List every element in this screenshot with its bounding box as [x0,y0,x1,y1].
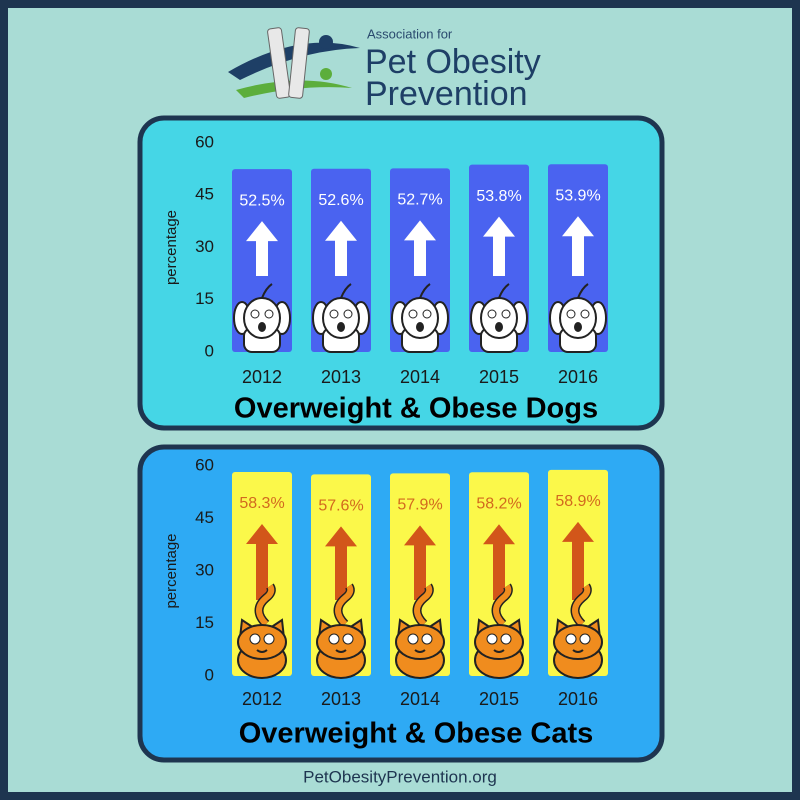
eye [422,309,432,319]
logo-title: Prevention [365,75,528,113]
logo-subtitle: Association for [367,26,453,41]
y-tick-label: 60 [195,455,214,474]
eye [407,633,419,645]
logo [228,27,360,99]
value-label: 53.9% [555,187,600,204]
arrow [404,525,436,600]
arrow [246,221,278,276]
value-label: 57.9% [397,497,442,514]
eye [421,633,433,645]
cat-tail [493,584,512,627]
y-tick-label: 45 [195,508,214,527]
y-tick-label: 0 [205,665,214,684]
mouth [495,322,503,332]
eye [342,633,354,645]
eye [264,309,274,319]
arrow [404,220,436,276]
x-tick-label: 2014 [400,689,440,709]
eye [408,309,418,319]
value-label: 58.2% [476,496,521,513]
eye [501,309,511,319]
value-label: 57.6% [318,498,363,515]
dog-tuft [340,283,352,299]
x-tick-label: 2012 [242,367,282,387]
eye [580,309,590,319]
mouth [258,322,266,332]
y-tick-label: 45 [195,185,214,204]
cat-head [237,624,287,660]
x-tick-label: 2015 [479,689,519,709]
x-tick-label: 2016 [558,367,598,387]
cat-tail [256,584,275,627]
cat-head [474,624,524,660]
y-axis-label: percentage [163,210,180,285]
cat-head [553,624,603,660]
dog-tuft [419,283,431,299]
x-tick-label: 2013 [321,367,361,387]
mouth [574,322,582,332]
chart-title: Overweight & Obese Cats [239,718,594,750]
mouth [414,649,426,653]
eye [263,633,275,645]
value-label: 58.3% [239,495,284,512]
mouth [337,322,345,332]
y-tick-label: 30 [195,237,214,256]
eye [250,309,260,319]
mouth [572,649,584,653]
arrow [562,216,594,276]
y-axis-label: percentage [163,533,180,608]
value-label: 52.7% [397,192,442,209]
arrow [562,521,594,600]
value-label: 52.5% [239,192,284,209]
mouth [256,649,268,653]
eye [249,633,261,645]
eye [579,633,591,645]
y-tick-label: 60 [195,132,214,151]
arrow [483,216,515,276]
mouth [493,649,505,653]
x-tick-label: 2012 [242,689,282,709]
value-label: 52.6% [318,192,363,209]
x-tick-label: 2016 [558,689,598,709]
y-tick-label: 15 [195,289,214,308]
cat-head [316,624,366,660]
cat-tail [414,584,433,627]
arrow [325,220,357,276]
logo-title: Pet Obesity [365,43,541,81]
arrow [246,523,278,600]
footer-url: PetObesityPrevention.org [303,767,497,786]
arrow [483,524,515,600]
value-label: 53.8% [476,188,521,205]
chart-title: Overweight & Obese Dogs [234,393,598,425]
eye [566,309,576,319]
x-tick-label: 2013 [321,689,361,709]
y-tick-label: 0 [205,341,214,360]
cat-head [395,624,445,660]
y-tick-label: 30 [195,560,214,579]
x-tick-label: 2014 [400,367,440,387]
y-tick-label: 15 [195,613,214,632]
eye [328,633,340,645]
dog-tuft [498,283,510,299]
eye [565,633,577,645]
arrow [325,526,357,600]
cat-tail [572,584,591,627]
mouth [416,322,424,332]
x-tick-label: 2015 [479,367,519,387]
dog-tuft [261,283,273,299]
eye [343,309,353,319]
cat-tail [335,584,354,627]
value-label: 58.9% [555,493,600,510]
eye [500,633,512,645]
mouth [335,649,347,653]
dog-tuft [577,283,589,299]
eye [487,309,497,319]
eye [486,633,498,645]
eye [329,309,339,319]
